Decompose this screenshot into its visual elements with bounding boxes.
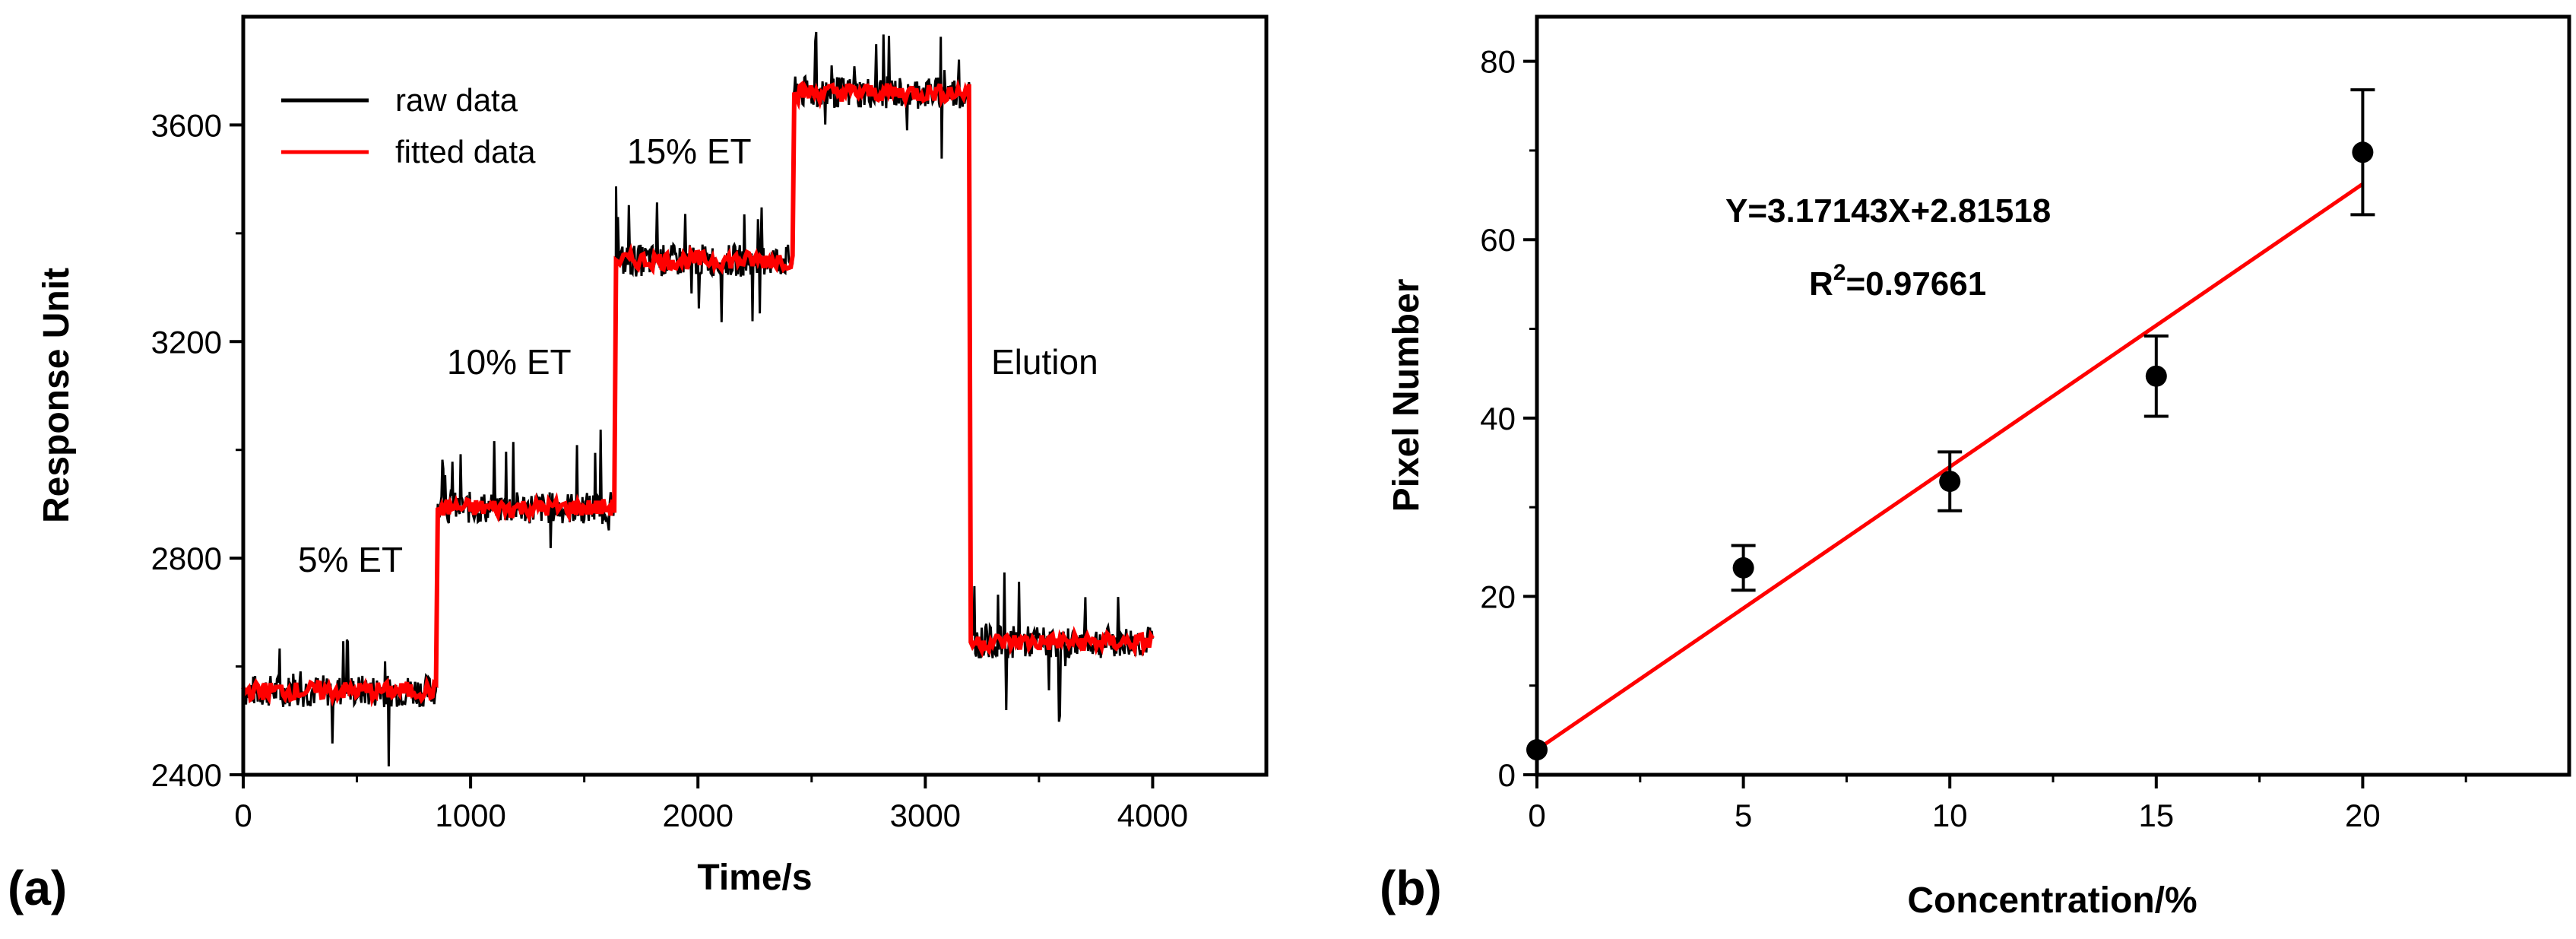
x-axis-ticks-b: 0 5 10 15 20 <box>1528 775 2467 833</box>
r-squared-value: =0.97661 <box>1846 265 1986 303</box>
annotation-15pct-et: 15% ET <box>627 132 752 171</box>
fitted-data-series <box>241 78 1155 708</box>
annotation-10pct-et: 10% ET <box>447 342 572 382</box>
legend-fit-label: fitted data <box>395 134 536 170</box>
y-tick-label-b: 0 <box>1498 757 1516 793</box>
y-tick-label-a: 2400 <box>151 757 222 793</box>
data-point <box>1939 471 1961 493</box>
regression-equation: Y=3.17143X+2.81518 <box>1725 192 2051 230</box>
legend-a: raw data fitted data <box>281 82 536 170</box>
x-tick-label-a: 2000 <box>663 798 734 833</box>
y-tick-label-b: 20 <box>1480 579 1516 614</box>
plot-a-frame <box>241 14 1269 777</box>
data-point <box>2145 365 2167 387</box>
data-points-group <box>1526 88 2375 761</box>
data-point <box>1732 557 1754 579</box>
panel-label-b: (b) <box>1380 861 1442 915</box>
r-squared-prefix: R <box>1809 265 1833 303</box>
data-point <box>2352 141 2374 163</box>
legend-raw-label: raw data <box>395 82 518 118</box>
y-axis-ticks-a: 2400 2800 3200 3600 <box>151 107 243 793</box>
panel-b-chart: 0 5 10 15 20 0 20 40 60 80 Concentration/% Pixel… <box>1380 14 2571 921</box>
r-squared-superscript: 2 <box>1833 260 1846 285</box>
panel-label-a: (a) <box>8 861 67 915</box>
x-tick-label-a: 0 <box>234 798 252 833</box>
y-tick-label-a: 2800 <box>151 541 222 576</box>
y-axis-title-b: Pixel Number <box>1386 279 1427 512</box>
r-squared-label: R2=0.97661 <box>1809 260 1986 303</box>
x-axis-title-b: Concentration/% <box>1907 880 2197 921</box>
fitted-data-line <box>241 78 1155 708</box>
x-tick-label-b: 0 <box>1528 798 1545 833</box>
annotation-5pct-et: 5% ET <box>298 540 403 579</box>
x-tick-label-b: 5 <box>1735 798 1752 833</box>
x-tick-label-a: 3000 <box>890 798 961 833</box>
y-axis-title-a: Response Unit <box>36 268 77 523</box>
y-axis-ticks-b: 0 20 40 60 80 <box>1480 44 1537 793</box>
y-tick-label-a: 3200 <box>151 324 222 360</box>
x-tick-label-b: 20 <box>2345 798 2381 833</box>
y-tick-label-b: 40 <box>1480 401 1516 436</box>
x-tick-label-a: 1000 <box>435 798 505 833</box>
x-tick-label-b: 10 <box>1932 798 1968 833</box>
panel-a-chart: 0 1000 2000 3000 4000 2400 2800 3200 3600 Time/… <box>8 14 1269 915</box>
x-axis-title-a: Time/s <box>697 858 812 898</box>
y-tick-label-b: 60 <box>1480 222 1516 258</box>
x-tick-label-a: 4000 <box>1117 798 1188 833</box>
x-axis-ticks-a: 0 1000 2000 3000 4000 <box>234 775 1188 833</box>
y-tick-label-b: 80 <box>1480 44 1516 80</box>
y-tick-label-a: 3600 <box>151 107 222 143</box>
x-tick-label-b: 15 <box>2138 798 2174 833</box>
annotation-elution: Elution <box>991 342 1098 382</box>
